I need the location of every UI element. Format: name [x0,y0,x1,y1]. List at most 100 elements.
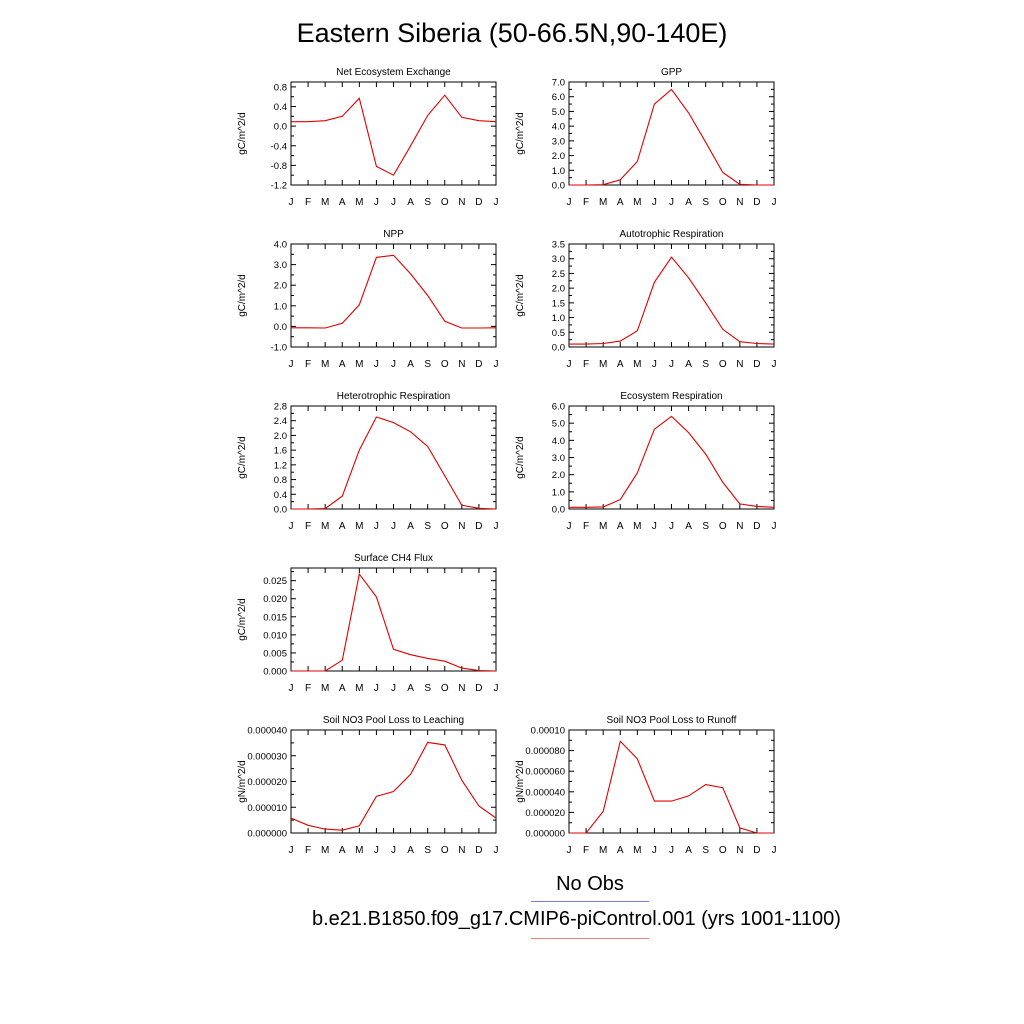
x-tick-label: A [685,845,692,856]
y-tick-label: 4.0 [552,436,565,447]
y-tick-label: 0.025 [263,576,287,587]
y-tick-label: 0.000060 [525,767,565,778]
y-tick-label: 0.0 [274,122,287,133]
x-tick-label: S [424,683,431,694]
x-tick-label: J [772,521,777,532]
x-tick-label: S [702,845,709,856]
panel-title: Soil NO3 Pool Loss to Runoff [607,715,737,726]
x-tick-label: A [685,359,692,370]
x-tick-label: M [633,197,641,208]
x-tick-label: J [669,845,674,856]
legend-model-label: b.e21.B1850.f09_g17.CMIP6-piControl.001 … [312,908,841,930]
x-tick-label: J [567,845,572,856]
y-tick-label: 0.000020 [525,808,565,819]
x-tick-label: M [633,845,641,856]
x-tick-label: J [374,521,379,532]
y-tick-label: 6.0 [552,402,565,413]
plot-frame [290,405,497,510]
x-tick-label: F [583,845,589,856]
plot-frame [290,81,497,186]
x-tick-label: J [494,845,499,856]
x-tick-label: N [736,359,743,370]
x-tick-label: A [407,359,414,370]
x-tick-label: J [652,845,657,856]
x-tick-label: S [424,845,431,856]
x-tick-label: J [374,683,379,694]
series-line [569,740,774,834]
panel-title: Ecosystem Respiration [620,391,722,402]
x-tick-label: M [355,845,363,856]
x-tick-label: J [289,683,294,694]
x-tick-label: J [652,521,657,532]
y-tick-label: 2.4 [274,416,287,427]
y-tick-label: 2.0 [274,281,287,292]
x-tick-label: O [441,359,449,370]
y-axis-label: gC/m^2/d [515,436,526,479]
y-tick-label: 4.0 [274,240,287,251]
x-tick-label: S [702,197,709,208]
x-tick-label: A [339,683,346,694]
y-tick-label: 4.0 [552,122,565,133]
y-tick-label: 1.5 [552,298,565,309]
x-tick-label: M [633,521,641,532]
y-tick-label: 1.6 [274,446,287,457]
series-line [569,256,775,345]
plot-frame [568,405,775,510]
x-tick-label: J [772,845,777,856]
series-line [291,94,497,176]
x-tick-label: J [289,521,294,532]
x-tick-label: J [772,197,777,208]
y-tick-label: 0.00010 [531,726,565,737]
x-tick-label: D [475,521,482,532]
y-axis-label: gN/m^2/d [237,760,248,803]
x-tick-label: O [719,845,727,856]
x-tick-label: D [753,845,760,856]
x-tick-label: J [567,359,572,370]
chart-panel-5: Heterotrophic Respiration gC/m^2/d 2.8 2.4 2… [237,391,499,532]
x-tick-label: A [617,845,624,856]
y-tick-label: 0.010 [263,630,287,641]
x-tick-label: O [719,197,727,208]
x-tick-label: M [355,197,363,208]
x-tick-label: F [305,359,311,370]
y-tick-label: 0.000040 [525,787,565,798]
x-tick-label: A [407,845,414,856]
y-tick-label: -1.0 [271,343,287,354]
x-tick-label: M [321,845,329,856]
y-tick-label: 0.000040 [247,726,287,737]
x-tick-label: J [669,521,674,532]
y-tick-label: 0.8 [274,475,287,486]
y-tick-label: 1.2 [274,460,287,471]
y-axis-label: gC/m^2/d [515,274,526,317]
x-tick-label: O [719,359,727,370]
series-line [291,416,497,510]
x-tick-label: J [374,845,379,856]
y-tick-label: 0.000010 [247,803,287,814]
y-tick-label: 0.0 [274,322,287,333]
x-tick-label: N [736,521,743,532]
x-tick-label: A [407,683,414,694]
y-tick-label: 1.0 [274,301,287,312]
y-tick-label: 3.0 [274,260,287,271]
x-tick-label: A [339,197,346,208]
panel-title: Autotrophic Respiration [620,229,724,240]
x-tick-label: J [289,359,294,370]
x-tick-label: F [583,359,589,370]
y-tick-label: -0.4 [271,141,287,152]
x-tick-label: J [374,197,379,208]
panel-title: Heterotrophic Respiration [337,391,450,402]
x-tick-label: O [441,683,449,694]
x-tick-label: A [617,521,624,532]
y-tick-label: 2.0 [274,431,287,442]
y-tick-label: 0.020 [263,594,287,605]
y-tick-label: -0.8 [271,161,287,172]
y-axis-label: gC/m^2/d [237,274,248,317]
chart-panel-8: Soil NO3 Pool Loss to LeachinggN/m^2/d0.… [237,715,499,856]
y-tick-label: 0.0 [552,181,565,192]
x-tick-label: M [599,521,607,532]
y-tick-label: 6.0 [552,92,565,103]
x-tick-label: F [305,197,311,208]
